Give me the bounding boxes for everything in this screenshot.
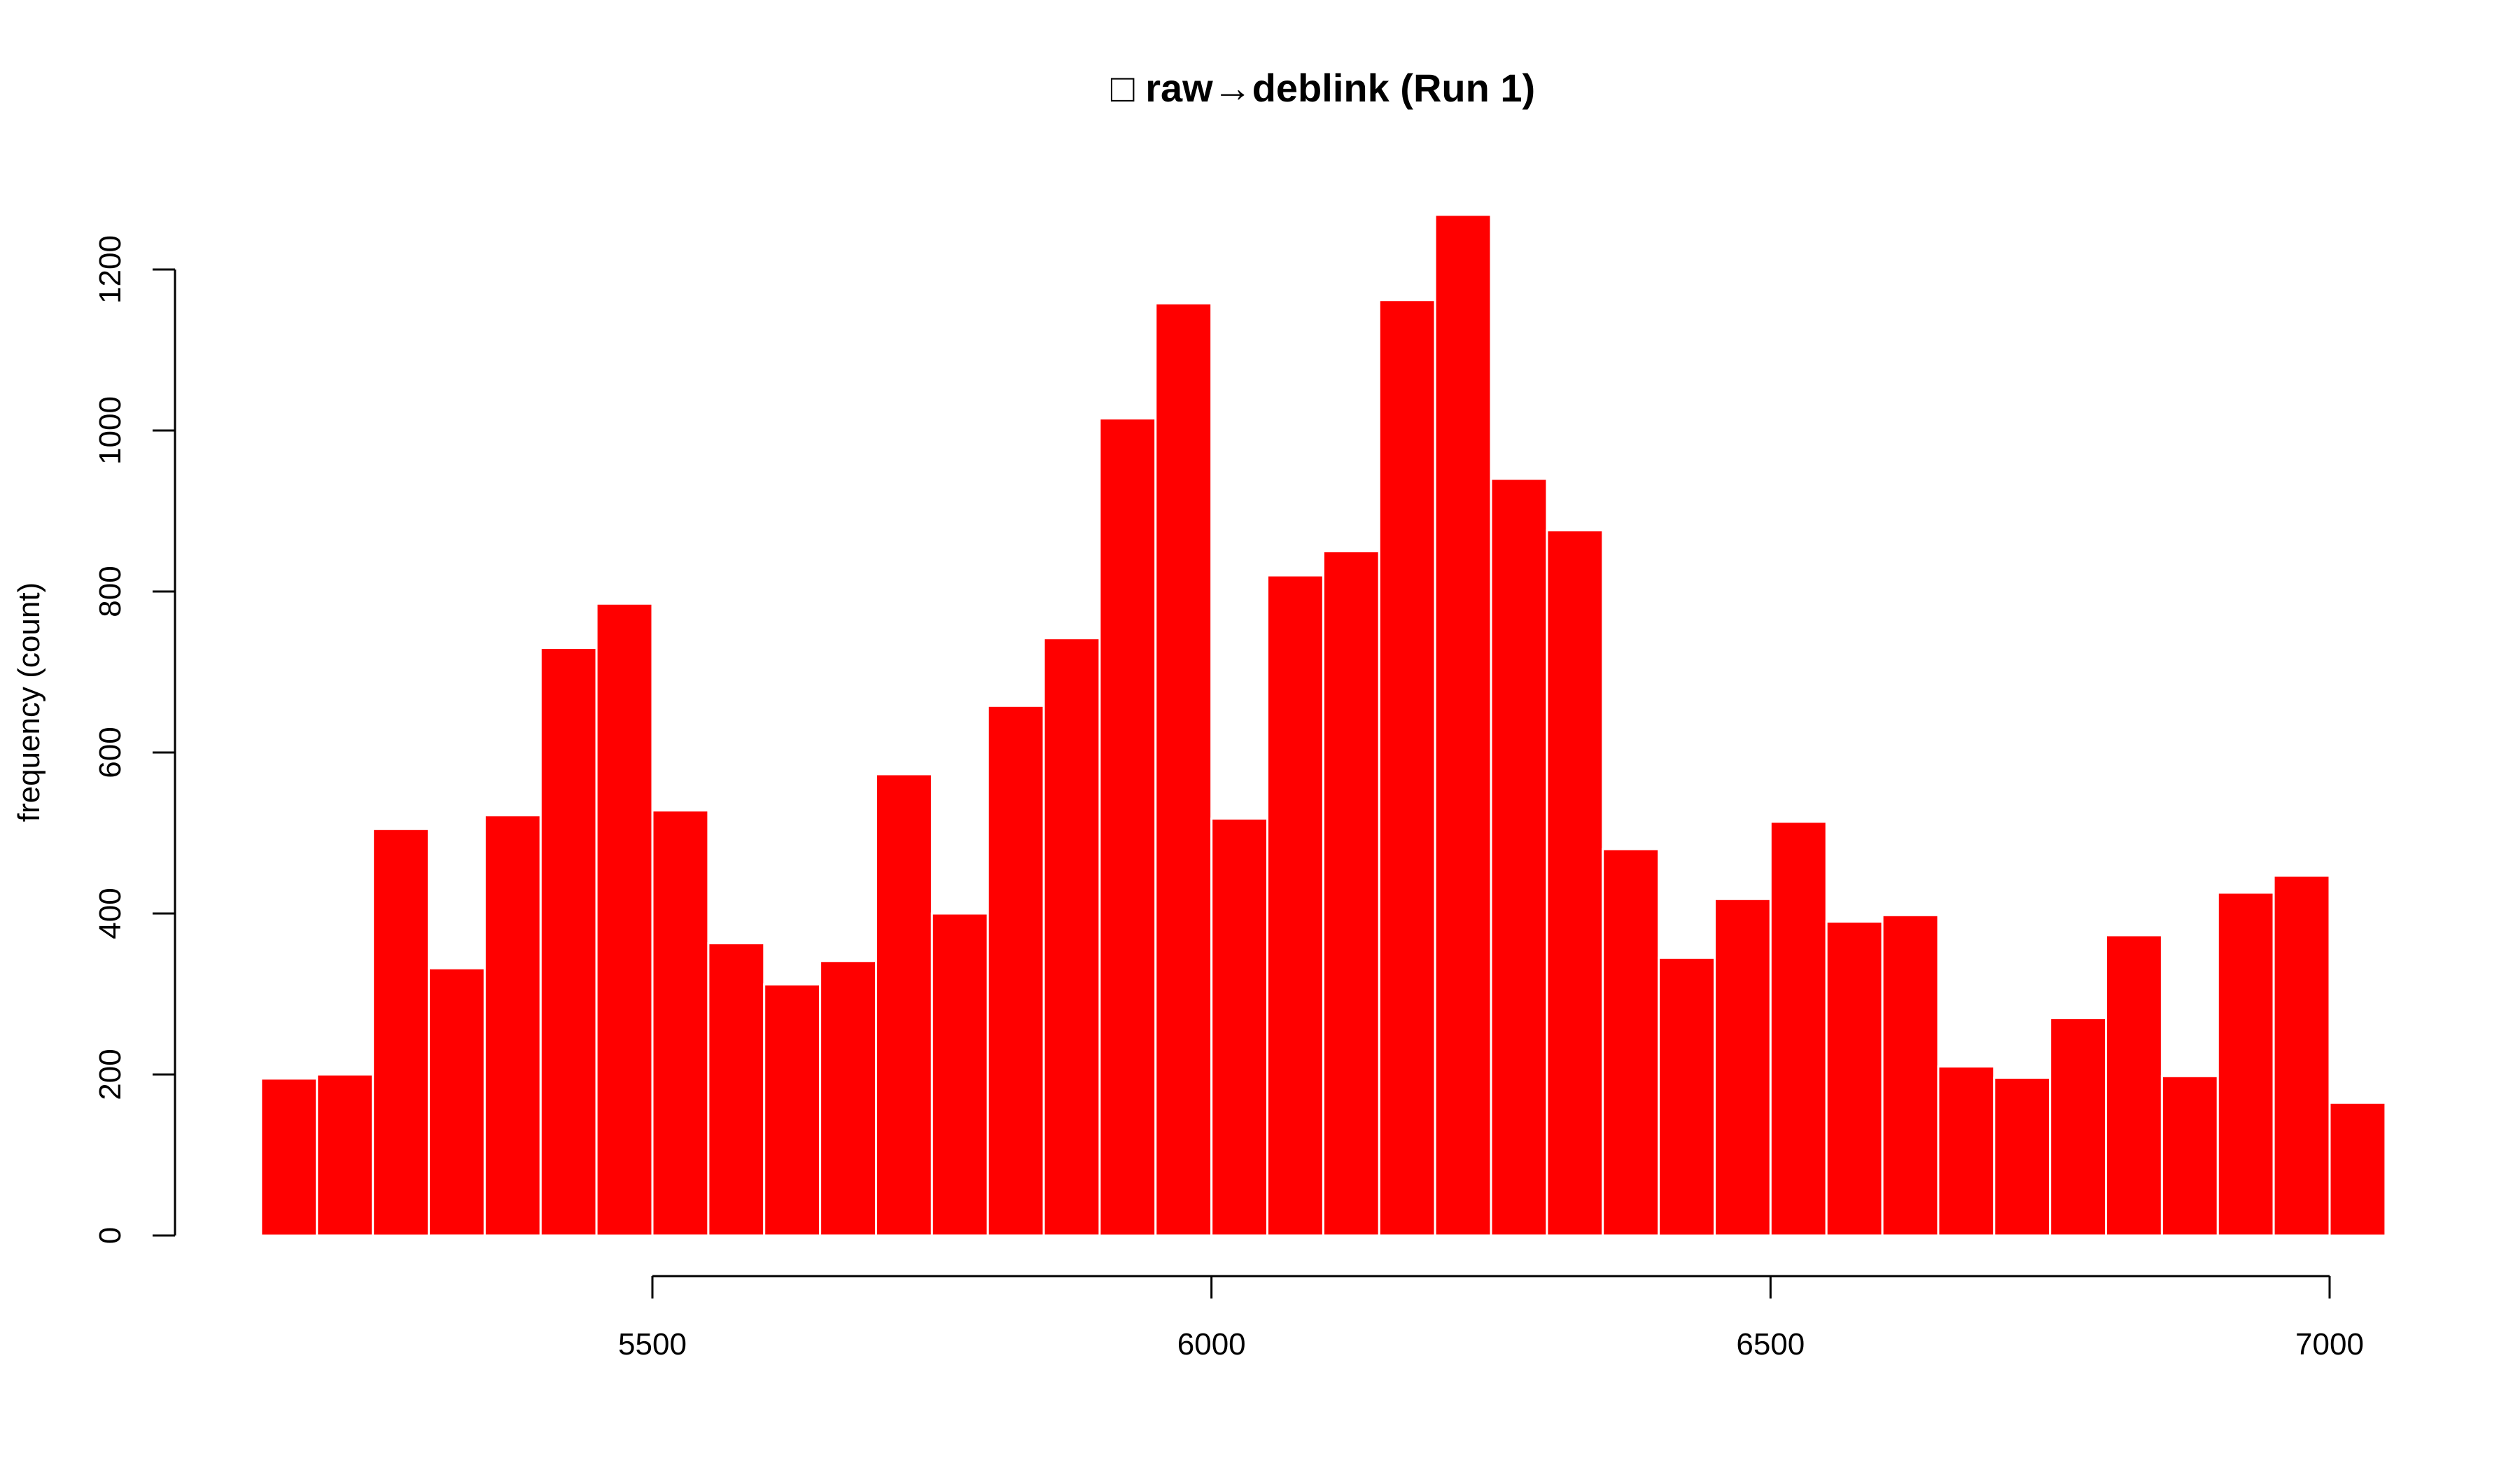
histogram-bar — [1602, 848, 1660, 1237]
histogram-bar — [1266, 574, 1324, 1237]
y-tick-label: 600 — [93, 727, 127, 778]
histogram-bar — [483, 814, 542, 1237]
histogram-bar — [539, 647, 598, 1237]
x-axis: 5500 6000 6500 7000 — [618, 1275, 2364, 1362]
bars-group — [260, 214, 2387, 1237]
y-tick-label: 800 — [93, 566, 127, 617]
histogram-bar — [707, 942, 766, 1237]
x-tick-label: 7000 — [2295, 1327, 2364, 1362]
histogram-bar — [428, 967, 486, 1237]
histogram-bar — [1434, 214, 1492, 1237]
histogram-bar — [651, 809, 710, 1237]
histogram-bar — [819, 960, 877, 1237]
histogram-bar — [1210, 817, 1269, 1237]
y-tick-label: 400 — [93, 888, 127, 939]
y-tick-label: 1000 — [93, 396, 127, 465]
histogram-bar — [1322, 550, 1380, 1237]
y-tick-label: 1200 — [93, 235, 127, 304]
histogram-bar — [763, 983, 822, 1237]
histogram-bar — [2049, 1017, 2108, 1237]
histogram-bar — [372, 827, 430, 1237]
histogram-bar — [1098, 417, 1157, 1237]
chart-title: □ raw→deblink (Run 1) — [1111, 66, 1535, 110]
histogram-bar — [1154, 302, 1213, 1237]
histogram-bar — [260, 1077, 318, 1237]
histogram-bar — [2328, 1101, 2387, 1237]
y-tick-label: 200 — [93, 1049, 127, 1100]
x-tick-label: 5500 — [618, 1327, 687, 1362]
histogram-bar — [2272, 874, 2331, 1237]
histogram-bar — [1769, 820, 1828, 1237]
histogram-bar — [930, 912, 989, 1237]
histogram-bar — [1993, 1077, 2052, 1237]
y-tick-label: 0 — [93, 1227, 127, 1244]
histogram-bar — [1937, 1065, 1996, 1237]
histogram-bar — [1658, 956, 1716, 1237]
histogram-bar — [595, 602, 654, 1237]
x-tick-label: 6500 — [1736, 1327, 1805, 1362]
histogram-bar — [1714, 897, 1772, 1237]
histogram-bar — [316, 1073, 374, 1237]
histogram-bar — [2216, 891, 2275, 1237]
x-tick-label: 6000 — [1177, 1327, 1246, 1362]
histogram-bar — [1042, 637, 1101, 1237]
histogram-bar — [1378, 299, 1436, 1237]
histogram-bar — [1490, 477, 1548, 1237]
histogram-bar — [1546, 529, 1604, 1237]
histogram-bar — [986, 704, 1045, 1237]
y-axis-label: frequency (count) — [12, 582, 46, 822]
histogram-bar — [1825, 920, 1884, 1237]
histogram-bar — [875, 773, 933, 1237]
histogram-bar — [1881, 913, 1940, 1237]
histogram-bar — [2105, 934, 2163, 1237]
histogram-bar — [2160, 1074, 2219, 1237]
y-axis: 0 200 400 600 800 1000 1200 — [93, 235, 176, 1244]
